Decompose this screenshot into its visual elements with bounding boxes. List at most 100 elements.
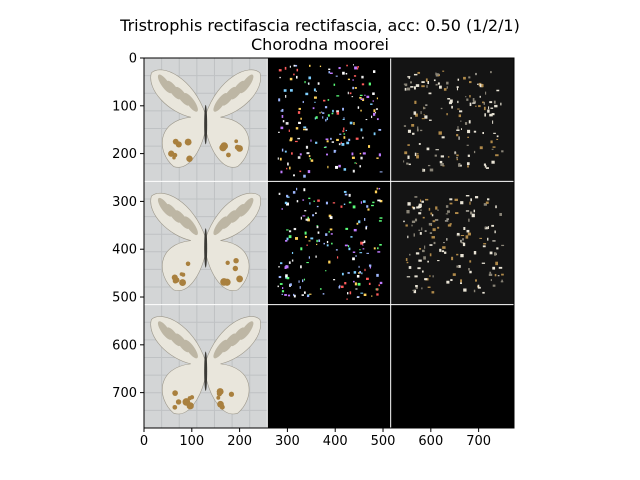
masked-speck	[501, 279, 503, 282]
masked-speck	[456, 86, 459, 88]
y-axis: 0 100 200 300 400 500 600 700	[112, 52, 144, 401]
masked-speck	[429, 253, 432, 257]
attribution-speck	[376, 293, 379, 296]
attribution-speck	[322, 112, 325, 114]
masked-speck	[439, 160, 443, 164]
attribution-speck	[325, 138, 329, 141]
masked-speck	[460, 253, 464, 258]
masked-speck	[440, 163, 444, 166]
x-tick-label: 400	[323, 434, 348, 449]
masked-speck	[410, 117, 412, 119]
attribution-speck	[352, 169, 355, 173]
masked-speck	[432, 275, 434, 278]
masked-speck	[485, 201, 489, 204]
attribution-speck	[355, 288, 358, 290]
masked-speck	[413, 233, 415, 237]
masked-speck	[410, 81, 412, 84]
attribution-speck	[307, 170, 311, 174]
attribution-speck	[278, 131, 280, 133]
masked-speck	[469, 211, 473, 215]
masked-speck	[416, 128, 419, 132]
attribution-speck	[295, 127, 299, 130]
masked-speck	[446, 113, 448, 116]
attribution-speck	[349, 121, 353, 125]
attribution-speck	[288, 129, 290, 132]
attribution-speck	[289, 89, 293, 92]
masked-speck	[413, 289, 417, 294]
attribution-speck	[333, 279, 336, 281]
attribution-speck	[338, 67, 341, 70]
masked-speck	[460, 201, 464, 205]
masked-speck	[454, 151, 456, 154]
attribution-speck	[327, 114, 330, 117]
attribution-speck	[300, 247, 303, 251]
attribution-speck	[362, 241, 365, 244]
masked-speck	[425, 104, 428, 106]
attribution-speck	[356, 163, 358, 165]
attribution-speck	[321, 111, 323, 113]
masked-speck	[421, 85, 425, 88]
attribution-speck	[347, 245, 350, 248]
attribution-speck	[343, 190, 347, 193]
masked-speck	[468, 218, 470, 222]
x-tick-label: 700	[466, 434, 491, 449]
attribution-speck	[303, 188, 306, 192]
attribution-speck	[284, 294, 287, 296]
attribution-speck	[318, 239, 321, 242]
masked-speck	[484, 165, 487, 168]
masked-speck	[473, 289, 476, 293]
attribution-speck	[348, 247, 351, 251]
masked-speck	[441, 250, 445, 253]
masked-speck	[446, 280, 450, 284]
masked-speck	[411, 124, 415, 127]
attribution-speck	[308, 76, 312, 80]
attribution-speck	[281, 115, 284, 118]
attribution-speck	[336, 256, 339, 259]
masked-speck	[457, 100, 459, 104]
attribution-speck	[316, 243, 318, 246]
attribution-speck	[310, 159, 314, 162]
masked-speck	[489, 271, 492, 274]
attribution-speck	[289, 139, 293, 142]
masked-speck	[413, 73, 418, 76]
attribution-speck	[353, 228, 357, 232]
attribution-speck	[286, 237, 289, 241]
masked-speck	[463, 76, 466, 80]
masked-speck	[495, 205, 497, 209]
masked-speck	[466, 144, 469, 146]
attribution-speck	[297, 156, 301, 159]
masked-speck	[422, 168, 426, 172]
masked-speck	[420, 111, 422, 115]
attribution-speck	[296, 200, 299, 203]
attribution-speck	[372, 201, 375, 204]
masked-speck	[421, 81, 425, 84]
attribution-speck	[359, 165, 362, 168]
attribution-speck	[299, 170, 302, 173]
chart-title: Tristrophis rectifascia rectifascia, acc…	[120, 16, 520, 35]
plot-frame	[143, 57, 515, 429]
masked-speck	[415, 252, 420, 255]
masked-speck	[423, 114, 425, 116]
attribution-speck	[338, 164, 341, 168]
attribution-speck	[369, 265, 372, 269]
butterfly-specimen	[150, 316, 261, 415]
attribution-speck	[315, 141, 318, 144]
attribution-speck	[336, 95, 340, 97]
masked-speck	[456, 129, 460, 131]
attribution-speck	[352, 257, 355, 261]
cell-blank-r2c2	[390, 304, 514, 428]
masked-speck	[491, 113, 495, 116]
masked-speck	[460, 279, 463, 283]
masked-speck	[469, 102, 472, 107]
attribution-speck	[378, 284, 381, 287]
masked-speck	[415, 287, 418, 289]
attribution-speck	[310, 237, 314, 240]
attribution-speck	[278, 275, 282, 279]
masked-speck	[501, 244, 505, 247]
attribution-speck	[279, 283, 283, 285]
masked-speck	[424, 115, 428, 119]
attribution-speck	[293, 294, 296, 298]
attribution-speck	[323, 146, 327, 149]
attribution-speck	[279, 76, 281, 79]
attribution-speck	[286, 194, 289, 198]
